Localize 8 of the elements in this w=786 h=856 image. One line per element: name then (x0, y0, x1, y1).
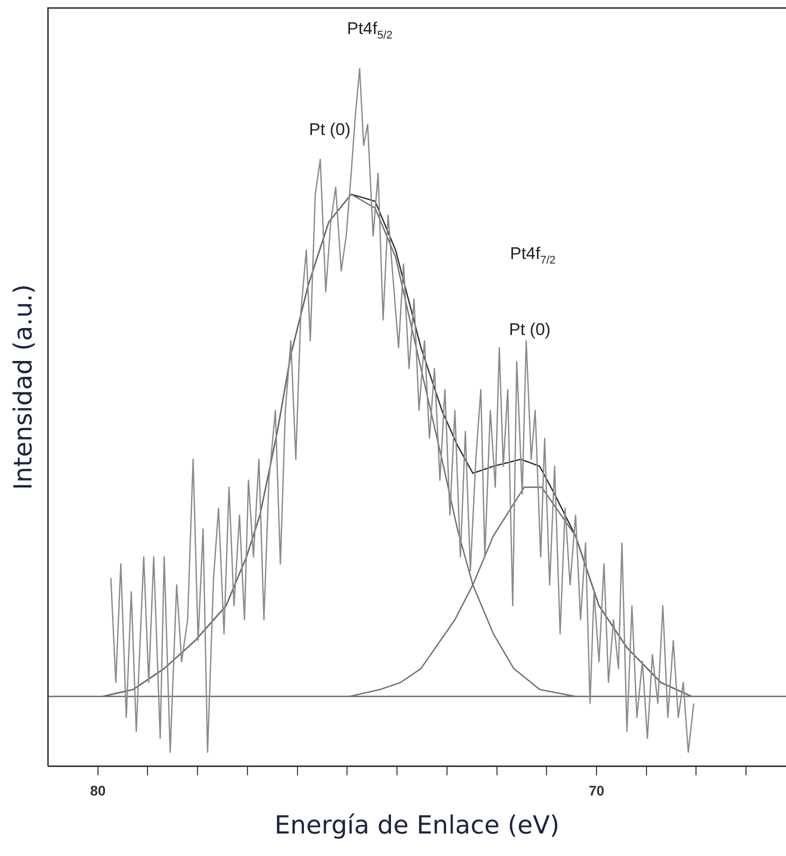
annotation: Pt (0) (309, 120, 351, 140)
text: Pt4f$_{5/2}$ (347, 19, 393, 42)
x-axis-title: Energía de Enlace (eV) (274, 810, 560, 840)
x-tick-label: 80 (90, 782, 106, 798)
annotation: Pt4f$_{7/2}$ (510, 244, 556, 266)
x-tick-label: 70 (588, 782, 605, 798)
y-axis-title: Intensidad (a.u.) (8, 284, 38, 490)
annotation: Pt (0) (509, 320, 551, 340)
